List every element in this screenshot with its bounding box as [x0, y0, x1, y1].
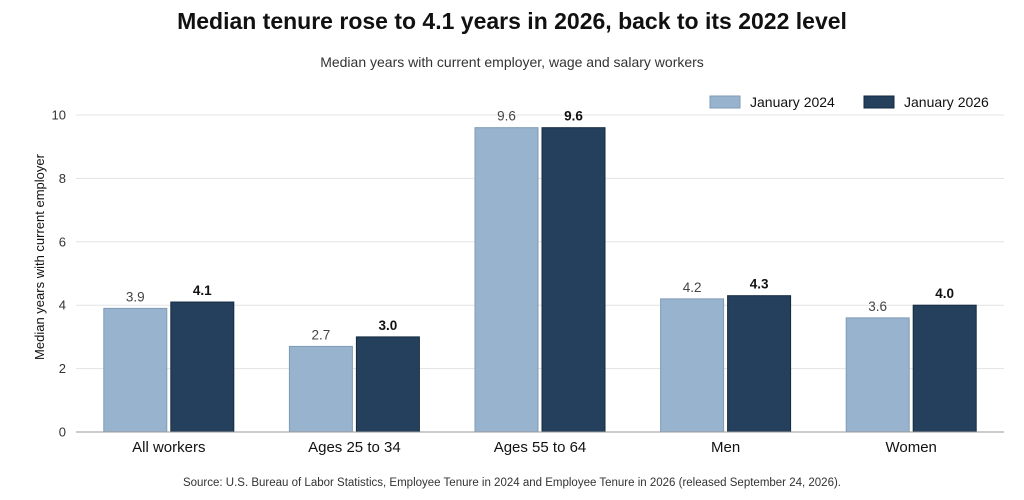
x-tick-label: Ages 25 to 34 — [308, 439, 401, 456]
x-tick-label: Ages 55 to 64 — [494, 439, 587, 456]
bar-chart: 0 2 4 6 8 10 Median years with current employ… — [32, 94, 1004, 456]
bars — [103, 127, 977, 433]
legend-swatch — [709, 95, 741, 109]
bar-2026 — [727, 295, 792, 433]
data-label: 4.0 — [935, 286, 954, 301]
bar-2024 — [845, 317, 910, 433]
bar-2026 — [541, 127, 606, 433]
bar-2024 — [288, 345, 353, 433]
chart-subtitle: Median years with current employer, wage… — [320, 54, 704, 70]
y-tick-label: 8 — [59, 171, 66, 186]
bar-2026 — [170, 301, 235, 433]
bar-2026 — [355, 336, 420, 433]
x-tick-label: Men — [711, 439, 740, 456]
bar-2024 — [660, 298, 725, 433]
data-label: 3.0 — [379, 318, 398, 333]
data-label: 3.9 — [126, 289, 145, 304]
data-label: 4.3 — [750, 277, 769, 292]
source-note: Source: U.S. Bureau of Labor Statistics,… — [182, 477, 842, 489]
legend: January 2024 January 2026 — [709, 94, 989, 110]
x-tick-label: All workers — [132, 439, 205, 456]
bar-2026 — [912, 304, 977, 433]
legend-label: January 2024 — [750, 94, 835, 110]
bar-2024 — [474, 127, 539, 433]
category-labels: All workers Ages 25 to 34 Ages 55 to 64 Men… — [132, 439, 937, 456]
legend-swatch — [863, 95, 895, 109]
y-axis-ticks: 0 2 4 6 8 10 — [52, 108, 66, 440]
x-tick-label: Women — [885, 439, 936, 456]
data-label: 4.2 — [683, 280, 702, 295]
y-tick-label: 0 — [59, 425, 66, 440]
chart-title: Median tenure rose to 4.1 years in 2026,… — [177, 8, 847, 34]
legend-label: January 2026 — [904, 94, 989, 110]
data-label: 4.1 — [193, 283, 212, 298]
data-label: 3.6 — [868, 299, 887, 314]
data-label: 9.6 — [564, 109, 583, 124]
data-labels: 3.9 4.1 2.7 3.0 9.6 9.6 4.2 4.3 3.6 4.0 — [126, 109, 954, 343]
y-tick-label: 4 — [59, 298, 66, 313]
data-label: 2.7 — [312, 327, 331, 342]
y-tick-label: 10 — [52, 108, 66, 123]
y-tick-label: 6 — [59, 234, 66, 249]
y-axis-label: Median years with current employer — [32, 153, 47, 360]
data-label: 9.6 — [497, 109, 516, 124]
bar-2024 — [103, 307, 168, 433]
y-tick-label: 2 — [59, 361, 66, 376]
